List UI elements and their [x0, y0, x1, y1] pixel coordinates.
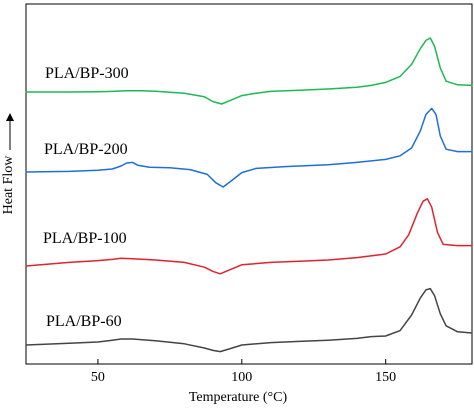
series-label-bp100: PLA/BP-100	[43, 230, 127, 247]
series-line-pla-bp-200	[25, 107, 473, 188]
series-label-bp60: PLA/BP-60	[46, 313, 122, 330]
y-axis-title: Heat Flow	[1, 155, 16, 215]
x-tick-label: 50	[91, 370, 105, 385]
series-line-pla-bp-100	[25, 198, 473, 275]
y-axis-arrow	[6, 113, 14, 150]
x-tick-label: 150	[375, 370, 396, 385]
x-axis-title: Temperature (°C)	[189, 390, 288, 405]
series-label-bp300: PLA/BP-300	[45, 65, 129, 82]
plot-frame	[25, 3, 473, 365]
series-line-pla-bp-60	[25, 287, 473, 353]
series-line-pla-bp-300	[25, 37, 473, 105]
x-tick-label: 100	[231, 370, 252, 385]
series-label-bp200: PLA/BP-200	[44, 141, 128, 158]
x-axis-ticks: 50 100 150	[91, 359, 396, 385]
curves	[25, 37, 473, 353]
